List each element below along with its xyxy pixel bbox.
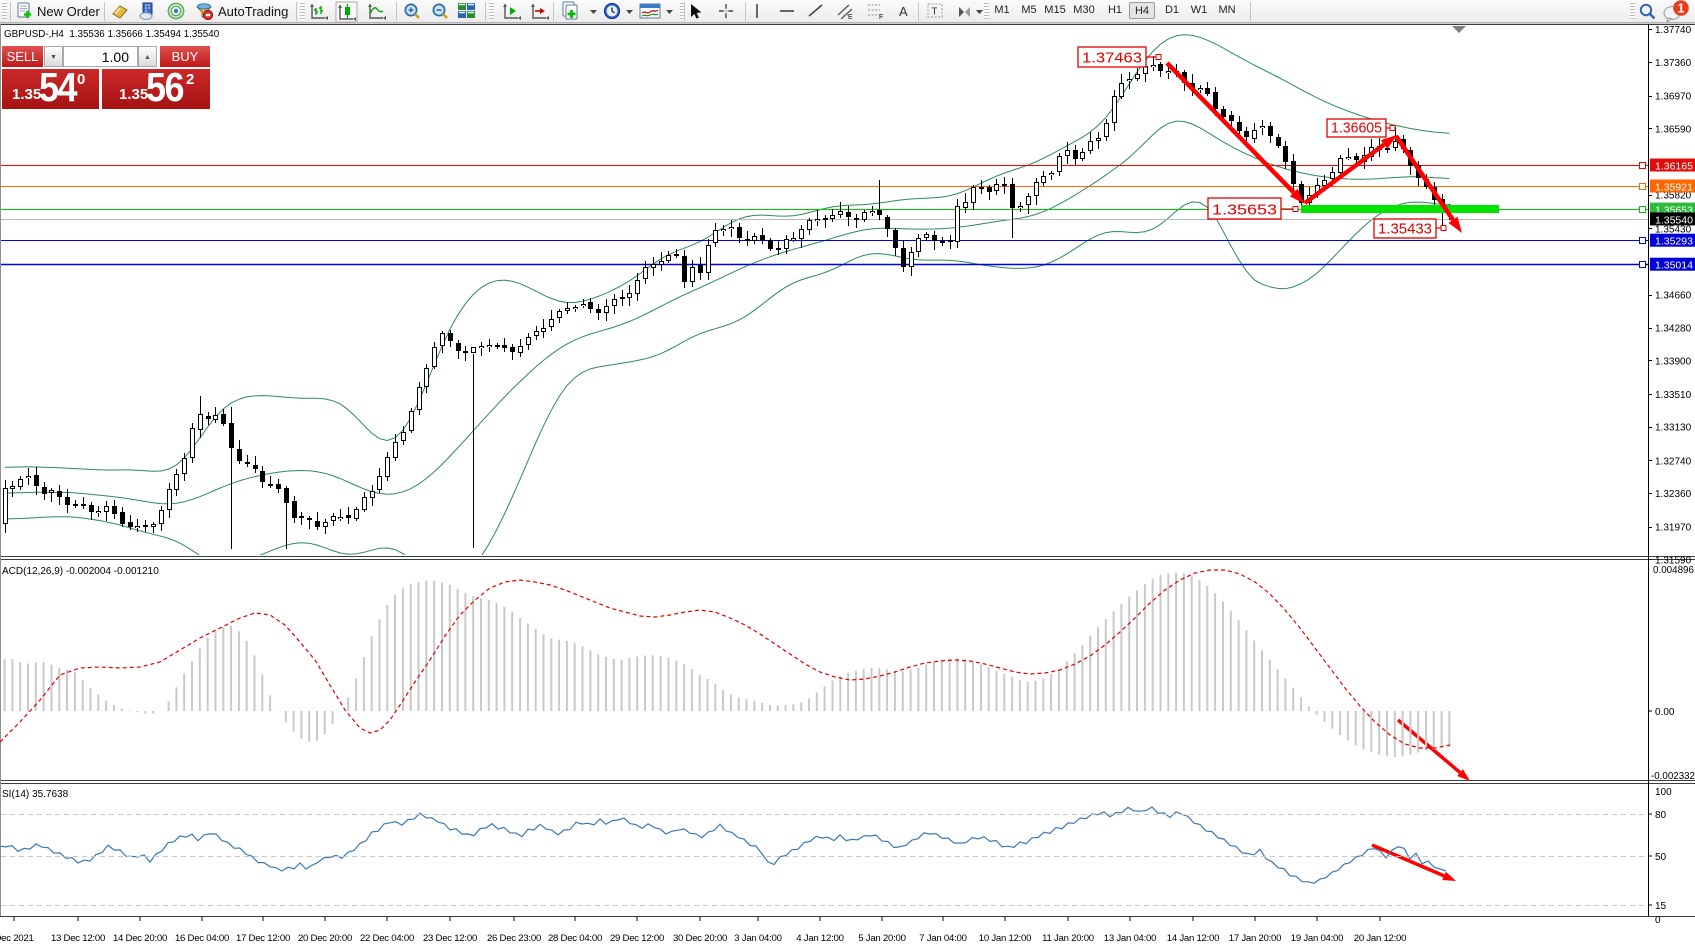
svg-text:11 Jan 20:00: 11 Jan 20:00 bbox=[1042, 933, 1094, 944]
svg-text:14 Dec 20:00: 14 Dec 20:00 bbox=[113, 933, 167, 944]
svg-text:1.36590: 1.36590 bbox=[1655, 124, 1692, 135]
svg-text:17 Jan 20:00: 17 Jan 20:00 bbox=[1229, 933, 1281, 944]
svg-text:28 Dec 04:00: 28 Dec 04:00 bbox=[548, 933, 602, 944]
svg-text:26 Dec 23:00: 26 Dec 23:00 bbox=[487, 933, 541, 944]
svg-text:19 Jan 04:00: 19 Jan 04:00 bbox=[1291, 933, 1343, 944]
svg-text:1.35653: 1.35653 bbox=[1212, 202, 1277, 219]
svg-text:1.33900: 1.33900 bbox=[1655, 356, 1692, 367]
svg-text:1.35820: 1.35820 bbox=[1655, 191, 1692, 202]
svg-text:0: 0 bbox=[1655, 915, 1661, 926]
svg-text:100: 100 bbox=[1655, 787, 1672, 798]
svg-text:50: 50 bbox=[1655, 852, 1667, 863]
svg-text:1.32740: 1.32740 bbox=[1655, 456, 1692, 467]
svg-text:Dec 2021: Dec 2021 bbox=[0, 933, 34, 944]
svg-text:0.004896: 0.004896 bbox=[1653, 565, 1694, 576]
svg-text:1.34280: 1.34280 bbox=[1655, 324, 1692, 335]
svg-text:1.37463: 1.37463 bbox=[1082, 50, 1142, 67]
svg-text:1.36165: 1.36165 bbox=[1655, 161, 1693, 173]
svg-text:A: A bbox=[899, 4, 908, 19]
svg-text:F: F bbox=[879, 14, 883, 21]
svg-text:3 Jan 04:00: 3 Jan 04:00 bbox=[734, 933, 781, 944]
svg-text:SI(14) 35.7638: SI(14) 35.7638 bbox=[2, 789, 69, 800]
svg-text:1.37740: 1.37740 bbox=[1655, 25, 1692, 36]
svg-text:1.35293: 1.35293 bbox=[1655, 236, 1693, 248]
svg-text:1.33130: 1.33130 bbox=[1655, 423, 1692, 434]
svg-text:1.36605: 1.36605 bbox=[1331, 120, 1382, 137]
svg-text:4 Jan 12:00: 4 Jan 12:00 bbox=[796, 933, 843, 944]
svg-text:30 Dec 20:00: 30 Dec 20:00 bbox=[673, 933, 727, 944]
svg-text:1: 1 bbox=[1678, 2, 1685, 16]
svg-text:1.35014: 1.35014 bbox=[1655, 260, 1693, 272]
svg-text:1.37360: 1.37360 bbox=[1655, 58, 1692, 69]
svg-text:0.00: 0.00 bbox=[1655, 707, 1675, 718]
svg-text:1.35540: 1.35540 bbox=[1655, 214, 1693, 226]
svg-text:20 Jan 12:00: 20 Jan 12:00 bbox=[1354, 933, 1406, 944]
svg-text:13 Jan 04:00: 13 Jan 04:00 bbox=[1104, 933, 1156, 944]
svg-text:13 Dec 12:00: 13 Dec 12:00 bbox=[51, 933, 105, 944]
svg-text:15: 15 bbox=[1655, 901, 1667, 912]
svg-text:80: 80 bbox=[1655, 810, 1667, 821]
svg-text:16 Dec 04:00: 16 Dec 04:00 bbox=[175, 933, 229, 944]
svg-text:1.35921: 1.35921 bbox=[1655, 182, 1693, 194]
svg-text:1.35430: 1.35430 bbox=[1655, 224, 1692, 235]
svg-text:-0.002332: -0.002332 bbox=[1651, 771, 1695, 782]
svg-text:1.34660: 1.34660 bbox=[1655, 291, 1692, 302]
svg-text:ACD(12,26,9) -0.002004 -0.0012: ACD(12,26,9) -0.002004 -0.001210 bbox=[2, 566, 159, 577]
svg-text:T: T bbox=[931, 7, 937, 18]
svg-text:5 Jan 20:00: 5 Jan 20:00 bbox=[858, 933, 905, 944]
svg-text:17 Dec 12:00: 17 Dec 12:00 bbox=[236, 933, 290, 944]
svg-text:1.33510: 1.33510 bbox=[1655, 390, 1692, 401]
svg-text:1.31970: 1.31970 bbox=[1655, 523, 1692, 534]
svg-text:1.35433: 1.35433 bbox=[1378, 221, 1432, 238]
svg-text:14 Jan 12:00: 14 Jan 12:00 bbox=[1167, 933, 1219, 944]
svg-text:1.31590: 1.31590 bbox=[1655, 555, 1692, 566]
svg-text:29 Dec 12:00: 29 Dec 12:00 bbox=[610, 933, 664, 944]
svg-text:GBPUSD-,H4 1.35536 1.35666 1.: GBPUSD-,H4 1.35536 1.35666 1.35494 1.355… bbox=[4, 29, 220, 40]
svg-text:23 Dec 12:00: 23 Dec 12:00 bbox=[423, 933, 477, 944]
svg-text:1.36970: 1.36970 bbox=[1655, 92, 1692, 103]
svg-text:20 Dec 20:00: 20 Dec 20:00 bbox=[298, 933, 352, 944]
svg-text:1.32360: 1.32360 bbox=[1655, 489, 1692, 500]
svg-text:10 Jan 12:00: 10 Jan 12:00 bbox=[979, 933, 1031, 944]
svg-text:7 Jan 04:00: 7 Jan 04:00 bbox=[919, 933, 966, 944]
svg-text:22 Dec 04:00: 22 Dec 04:00 bbox=[360, 933, 414, 944]
svg-text:E: E bbox=[848, 14, 853, 21]
